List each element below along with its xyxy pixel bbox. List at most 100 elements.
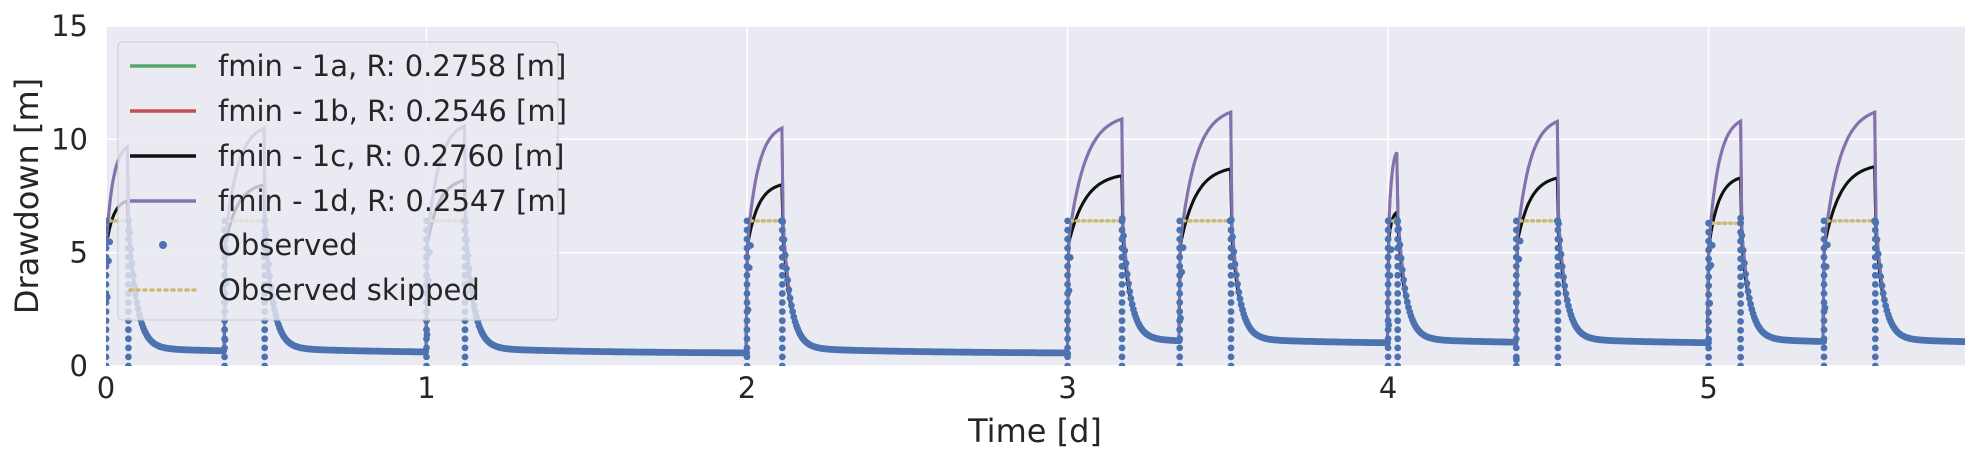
observed-point [221,353,229,361]
observed-point [1820,271,1828,279]
observed-point [106,271,110,279]
observed-point [1128,300,1136,308]
observed-point [1118,290,1126,297]
x-tick-label: 0 [97,371,115,405]
observed-point [1737,353,1744,361]
observed-point [1064,244,1071,252]
observed-point [423,335,430,343]
observed-point [743,271,751,279]
observed-point [1227,290,1235,297]
observed-point [1227,226,1235,234]
observed-point [1227,281,1235,288]
observed-point [124,335,132,343]
observed-point [789,308,796,315]
observed-point [1394,290,1402,297]
observed-point [1176,308,1184,315]
observed-point [106,353,110,361]
observed-point [461,353,469,361]
observed-point [1871,308,1879,315]
observed-point [1236,295,1244,303]
observed-point [106,217,110,225]
observed-point [1176,281,1184,288]
observed-point [106,253,110,261]
x-tick-label: 4 [1379,371,1397,405]
observed-point [1227,362,1235,366]
observed-point [1227,317,1235,325]
observed-point [1402,292,1410,300]
observed-point [1554,271,1562,279]
observed-point [1234,280,1241,288]
observed-point [743,281,751,288]
observed-point [1384,362,1392,366]
observed-point [1512,235,1520,243]
observed-point [1705,318,1712,325]
observed-point [1118,217,1126,225]
observed-point [1705,219,1712,227]
observed-point [1554,308,1562,315]
observed-point [1705,273,1712,281]
observed-point [461,335,469,343]
observed-point [1705,237,1712,245]
observed-point [1064,271,1071,279]
observed-point [1820,235,1828,243]
observed-point [124,326,132,334]
observed-point [1512,344,1520,352]
observed-point [1512,281,1520,288]
observed-point [743,253,751,261]
observed-point [1176,299,1184,306]
observed-point [1820,335,1828,343]
observed-point [1871,344,1879,352]
observed-point [1512,317,1520,325]
y-axis-label: Drawdown [m] [8,78,46,314]
observed-point [261,326,269,334]
observed-point [743,308,751,315]
observed-point [1394,335,1402,343]
observed-point [1123,270,1131,278]
observed-point [785,286,793,294]
observed-point [1384,235,1392,243]
observed-point [1743,280,1751,287]
observed-point [743,362,751,366]
observed-point [1871,281,1879,288]
observed-point [778,253,786,261]
observed-point [1227,235,1235,243]
observed-point [1705,309,1712,316]
observed-point [1384,290,1392,297]
observed-point [106,344,110,352]
observed-point [743,335,751,343]
observed-point [1737,214,1745,222]
observed-point [743,317,751,325]
observed-point [1742,270,1749,278]
observed-point [461,362,469,366]
observed-point [1227,262,1235,270]
observed-point [1820,344,1828,352]
observed-point [1561,282,1569,290]
observed-point [778,281,786,288]
observed-point [1118,317,1126,325]
observed-point [1384,344,1392,352]
observed-point [1871,244,1879,252]
observed-point [1820,226,1828,234]
observed-point [1403,298,1411,306]
observed-point [1705,282,1712,290]
observed-point [1394,353,1402,361]
observed-point [1176,262,1184,270]
observed-point [1384,353,1392,361]
observed-point [1064,290,1071,297]
observed-point [1744,288,1752,295]
observed-point [1127,295,1135,302]
observed-point [1394,271,1402,279]
observed-point [1820,244,1828,252]
observed-point [1871,326,1879,334]
observed-point [1227,308,1235,315]
observed-point [1384,262,1392,270]
observed-point [1705,326,1712,334]
observed-point [1394,226,1402,234]
observed-point [106,262,110,270]
observed-point [1064,317,1071,325]
observed-point [1227,326,1235,334]
observed-point [1176,235,1184,243]
observed-point [743,235,751,243]
x-tick-label: 5 [1699,371,1717,405]
observed-point [784,276,791,284]
